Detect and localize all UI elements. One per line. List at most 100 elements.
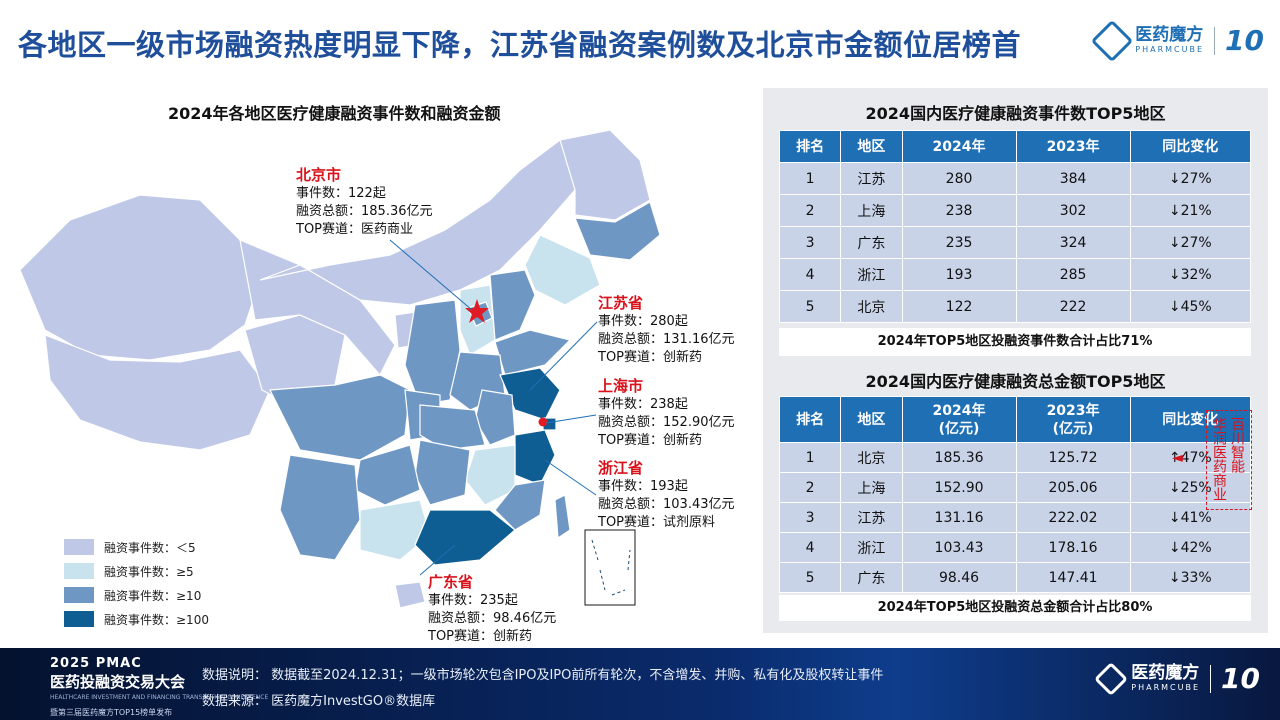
table-cell: 103.43 [901, 532, 1017, 563]
table-row: 4 浙江 103.43 178.16 ↓42% [778, 532, 1252, 563]
callout-events: 事件数：122起 [296, 186, 386, 201]
table-cell: 302 [1015, 194, 1131, 227]
table-cell: 北京 [840, 290, 903, 323]
table-cell: ↓27% [1129, 162, 1252, 195]
callout-name: 广东省 [428, 573, 474, 591]
table-header-cell: 同比变化 [1129, 130, 1252, 163]
table-cell: 4 [778, 258, 842, 291]
table-header-cell: 2024年 [901, 130, 1017, 163]
table-cell: 98.46 [901, 562, 1017, 593]
region-heilongjiang [559, 129, 651, 221]
callout-amount: 融资总额：131.16亿元 [598, 332, 735, 347]
legend-swatch [64, 539, 94, 555]
table-row: 5 广东 98.46 147.41 ↓33% [778, 562, 1252, 593]
region-hubei [419, 404, 486, 451]
table-cell: 324 [1015, 226, 1131, 259]
legend-swatch [64, 563, 94, 579]
logo-subname: PHARMCUBE [1131, 683, 1201, 692]
data-note: 数据说明： 数据截至2024.12.31；一级市场轮次包含IPO及IPO前所有轮… [202, 668, 884, 683]
legend-label: 融资事件数：＜5 [104, 540, 196, 555]
logo-name: 医药魔方 [1131, 663, 1200, 683]
region-xinjiang [19, 194, 261, 361]
table-header-row: 排名 地区 2024年 (亿元) 2023年 (亿元) 同比变化 [778, 396, 1252, 443]
table-cell: 193 [901, 258, 1017, 291]
region-taiwan [554, 494, 571, 540]
map-panel: 2024年各地区医疗健康融资事件数和融资金额 [0, 90, 760, 645]
region-yunnan [279, 454, 361, 561]
region-zhejiang [514, 429, 556, 486]
region-guangxi [359, 499, 431, 561]
legend-swatch [64, 611, 94, 627]
table-cell: 238 [901, 194, 1017, 227]
table-cell: 235 [901, 226, 1017, 259]
annotation-arrow: ◄ [1172, 450, 1183, 466]
table-header-cell: 2023年 [1015, 130, 1131, 163]
table-cell: 浙江 [840, 532, 903, 563]
table-cell: 222 [1015, 290, 1131, 323]
region-liaoning [524, 234, 601, 306]
leader-shanghai [545, 414, 597, 424]
legend-label: 融资事件数：≥100 [104, 612, 209, 627]
amount-rank-table: 排名 地区 2024年 (亿元) 2023年 (亿元) 同比变化 1 北京 185.36 12… [778, 396, 1252, 593]
table-cell: ↑47% [1129, 442, 1252, 473]
map-legend: 融资事件数：＜5 融资事件数：≥5 融资事件数：≥10 融资事件数：≥100 [64, 535, 209, 631]
data-source: 数据来源： 医药魔方InvestGO®数据库 [202, 694, 436, 709]
callout-events: 事件数：193起 [598, 479, 688, 494]
region-shaanxi [404, 299, 461, 406]
annotation-company-2: 华润医药商业 [1211, 417, 1227, 501]
footer-brand-logo: 医药魔方 PHARMCUBE 10 [1094, 661, 1260, 696]
table-cell: 384 [1015, 162, 1131, 195]
legend-item: 融资事件数：≥5 [64, 559, 209, 583]
anniversary-badge: 10 [1221, 662, 1260, 695]
table-header-cell: 地区 [840, 396, 903, 443]
map-title: 2024年各地区医疗健康融资事件数和融资金额 [168, 104, 501, 123]
callout-events: 事件数：235起 [428, 593, 518, 608]
region-hebei [489, 269, 536, 341]
leader-jiangsu [529, 321, 598, 391]
table-header-row: 排名 地区 2024年 2023年 同比变化 [778, 130, 1252, 163]
annotation-company-1: 百川智能 [1229, 417, 1245, 473]
region-hainan [394, 581, 426, 609]
region-fujian [494, 479, 546, 531]
table-header-cell: 2023年 (亿元) [1015, 396, 1131, 443]
callout-zhejiang: 浙江省 事件数：193起 融资总额：103.43亿元 TOP赛道：试剂原料 [598, 458, 735, 532]
table-cell: 280 [901, 162, 1017, 195]
cube-logo-icon [1091, 19, 1134, 62]
table-header-cell: 2024年 (亿元) [901, 396, 1017, 443]
conference-name-en: HEALTHCARE INVESTMENT AND FINANCING TRAN… [50, 694, 269, 701]
callout-name: 浙江省 [598, 459, 644, 477]
table-header-cell: 排名 [778, 396, 842, 443]
table-cell: ↓27% [1129, 226, 1252, 259]
table-cell: 北京 [840, 442, 903, 473]
table-cell: 江苏 [840, 162, 903, 195]
table-header-cell: 排名 [778, 130, 842, 163]
table-row: 3 广东 235 324 ↓27% [778, 226, 1252, 259]
callout-name: 江苏省 [598, 294, 644, 312]
table-cell: 2 [778, 194, 842, 227]
callout-track: TOP赛道：创新药 [598, 433, 703, 448]
beijing-star-marker [465, 299, 489, 323]
conference-subtitle: 暨第三届医药魔方TOP15榜单发布 [50, 708, 173, 717]
leader-guangdong [419, 544, 456, 576]
page-title: 各地区一级市场融资热度明显下降，江苏省融资案例数及北京市金额位居榜首 [18, 28, 1022, 62]
callout-guangdong: 广东省 事件数：235起 融资总额：98.46亿元 TOP赛道：创新药 [428, 572, 556, 646]
header: 各地区一级市场融资热度明显下降，江苏省融资案例数及北京市金额位居榜首 医药魔方 … [0, 0, 1280, 80]
table-header-cell: 同比变化 [1129, 396, 1252, 443]
table-cell: 185.36 [901, 442, 1017, 473]
table-row: 5 北京 122 222 ↓45% [778, 290, 1252, 323]
table1-title: 2024国内医疗健康融资事件数TOP5地区 [865, 104, 1166, 123]
table-cell: 5 [778, 562, 842, 593]
table-row: 4 浙江 193 285 ↓32% [778, 258, 1252, 291]
callout-events: 事件数：280起 [598, 314, 688, 329]
legend-item: 融资事件数：≥10 [64, 583, 209, 607]
logo-name: 医药魔方 [1135, 25, 1204, 45]
leader-zhejiang [544, 459, 597, 496]
logo-subname: PHARMCUBE [1135, 45, 1205, 54]
region-jilin [574, 201, 661, 261]
south-china-sea-inset [584, 529, 636, 606]
shanghai-dot-marker [538, 417, 548, 427]
table-cell: 广东 [840, 226, 903, 259]
table-header-cell: 地区 [840, 130, 903, 163]
table-cell: 3 [778, 226, 842, 259]
anniversary-badge: 10 [1225, 24, 1264, 57]
